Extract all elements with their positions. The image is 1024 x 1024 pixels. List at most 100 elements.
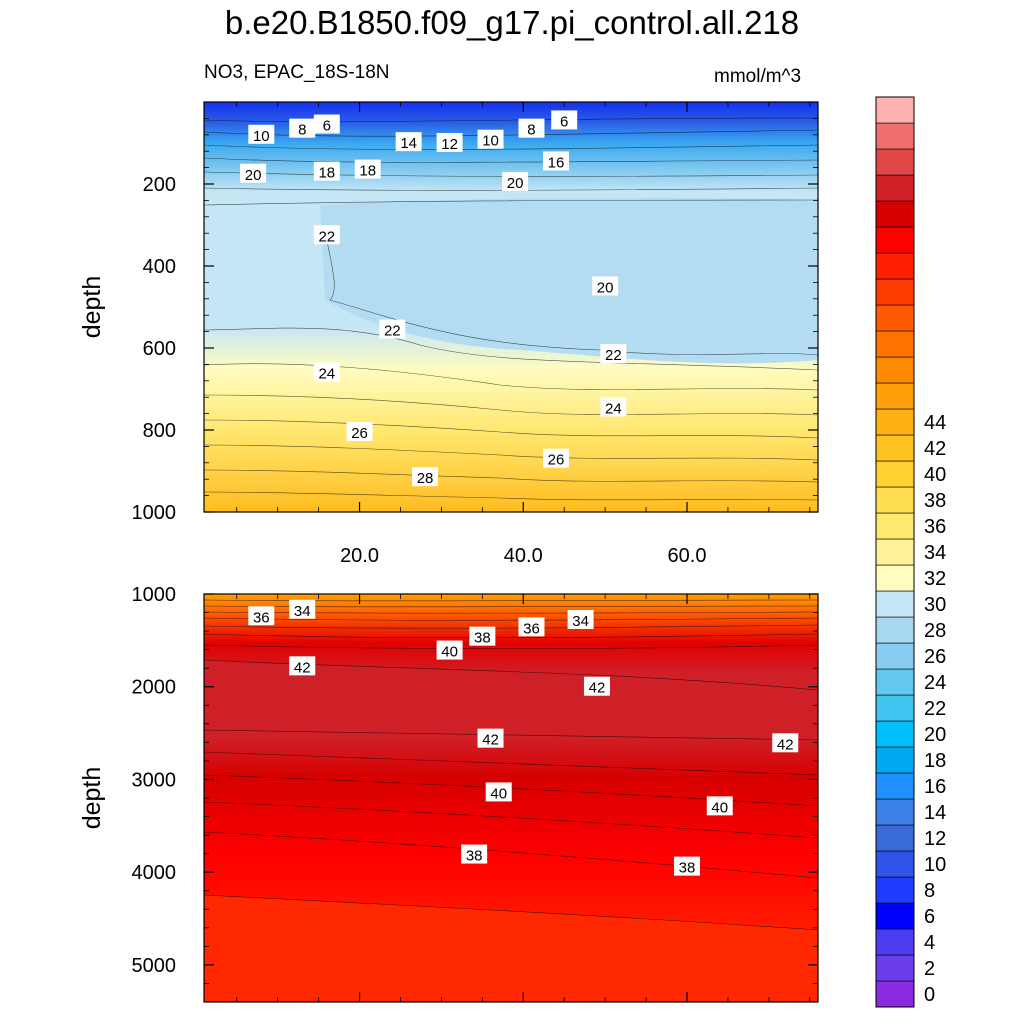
- colorbar-swatch: [875, 590, 915, 618]
- colorbar-swatch: [875, 616, 915, 644]
- colorbar-swatch: [875, 148, 915, 176]
- contour-label-text: 6: [560, 113, 568, 130]
- contour-label: 12: [436, 133, 463, 153]
- colorbar-label: 0: [924, 984, 935, 1006]
- contour-label: 20: [502, 171, 529, 192]
- contour-label-box: [240, 163, 267, 183]
- contour-label-text: 12: [441, 136, 458, 153]
- contour-label-text: 28: [417, 470, 434, 487]
- lower-axis-ticks: 1000 2000 3000 4000 5000: [132, 584, 818, 1002]
- contour-label: 26: [346, 422, 373, 442]
- contour-label-box: [289, 118, 316, 138]
- colorbar-swatch: [875, 122, 915, 150]
- contour-label-box: [502, 171, 529, 191]
- contour-label: 8: [518, 118, 545, 139]
- units-label: mmol/m^3: [714, 66, 802, 87]
- contour-label-text: 10: [253, 128, 270, 145]
- colorbar-label: 34: [924, 542, 946, 564]
- contour-label: 20: [592, 276, 619, 297]
- colorbar-swatch: [875, 200, 915, 228]
- colorbar-swatch: [875, 564, 915, 592]
- colorbar-label: 38: [924, 490, 946, 512]
- colorbar-swatch: [875, 408, 915, 436]
- colorbar-label: 24: [924, 672, 946, 694]
- contour-label-text: 14: [400, 135, 417, 152]
- lower-panel: 1000 2000 3000 4000 5000 36 34 38 36 34 40 42 42 42 4…: [78, 584, 819, 1003]
- contour-label: 10: [477, 129, 504, 150]
- colorbar-label: 6: [924, 906, 935, 928]
- contour-label-text: 20: [507, 175, 524, 192]
- contour-label-box: [592, 276, 619, 296]
- contour-label-box: [706, 796, 733, 816]
- contour-label-text: 8: [527, 122, 535, 139]
- contour-label-text: 36: [253, 609, 270, 626]
- contour-label: 42: [583, 676, 610, 697]
- contour-label: 40: [436, 640, 463, 661]
- contour-label-text: 40: [441, 644, 458, 661]
- colorbar-swatch: [875, 772, 915, 800]
- chart-title: b.e20.B1850.f09_g17.pi_control.all.218: [224, 4, 800, 41]
- colorbar-label: 8: [924, 880, 935, 902]
- contour-label-text: 38: [679, 860, 696, 877]
- contour-label-box: [436, 640, 463, 660]
- colorbar-swatch: [875, 460, 915, 488]
- contour-label: 14: [395, 132, 422, 152]
- colorbar-label: 12: [924, 828, 946, 850]
- contour-label: 16: [543, 151, 570, 171]
- contour-label-box: [346, 422, 373, 442]
- colorbar-label: 36: [924, 516, 946, 538]
- contour-label-text: 40: [490, 785, 507, 802]
- contour-label-box: [313, 114, 340, 134]
- colorbar-label: 14: [924, 802, 946, 824]
- contour-label-box: [354, 159, 381, 179]
- contour-label: 40: [485, 782, 512, 802]
- colorbar-swatch: [875, 720, 915, 748]
- y-tick-label: 2000: [132, 677, 177, 699]
- contour-label: 22: [379, 319, 406, 340]
- contour-label: 26: [543, 448, 570, 469]
- y-tick-label: 400: [143, 256, 176, 278]
- colorbar-swatch: [875, 278, 915, 306]
- colorbar-swatch: [875, 252, 915, 280]
- contour-label-box: [551, 110, 578, 130]
- contour-label: 42: [772, 733, 799, 753]
- colorbar-label: 30: [924, 594, 946, 616]
- contour-label: 38: [674, 856, 701, 877]
- contour-label-text: 38: [474, 630, 491, 647]
- colorbar-label: 44: [924, 412, 946, 434]
- contour-label-box: [395, 132, 422, 152]
- colorbar-swatch: [875, 876, 915, 904]
- contour-label-text: 20: [597, 280, 614, 297]
- contour-label-box: [485, 782, 512, 802]
- colorbar-swatch: [875, 824, 915, 852]
- contour-label-box: [289, 599, 316, 619]
- y-tick-label: 1000: [132, 584, 177, 606]
- contour-label-text: 6: [323, 118, 331, 135]
- colorbar-label: 4: [924, 932, 935, 954]
- contour-label-box: [600, 397, 627, 417]
- contour-label-box: [518, 617, 545, 637]
- contour-label-text: 40: [711, 799, 728, 816]
- colorbar-swatch: [875, 798, 915, 826]
- x-tick-label: 60.0: [668, 545, 707, 567]
- colorbar-swatch: [875, 694, 915, 722]
- contour-label-box: [313, 225, 340, 245]
- contour-label-box: [248, 124, 275, 144]
- contour-label-box: [412, 467, 439, 487]
- lower-contour-labels: 36 34 38 36 34 40 42 42 42 42 40 40 38 38: [248, 599, 799, 877]
- contour-label: 34: [289, 599, 316, 620]
- contour-label-text: 10: [482, 133, 499, 150]
- colorbar-swatch: [875, 226, 915, 254]
- contour-label: 36: [248, 606, 275, 626]
- contour-label-text: 22: [605, 347, 622, 364]
- colorbar-swatch: [875, 928, 915, 956]
- contour-label-text: 24: [318, 366, 335, 383]
- contour-label: 8: [289, 118, 316, 139]
- y-tick-label: 5000: [132, 955, 177, 977]
- colorbar-swatch: [875, 486, 915, 514]
- lower-y-axis-label: depth: [78, 767, 106, 830]
- contour-label-text: 16: [548, 154, 565, 171]
- colorbar-swatch: [875, 980, 915, 1008]
- colorbar-label: 32: [924, 568, 946, 590]
- contour-label-text: 34: [572, 613, 589, 630]
